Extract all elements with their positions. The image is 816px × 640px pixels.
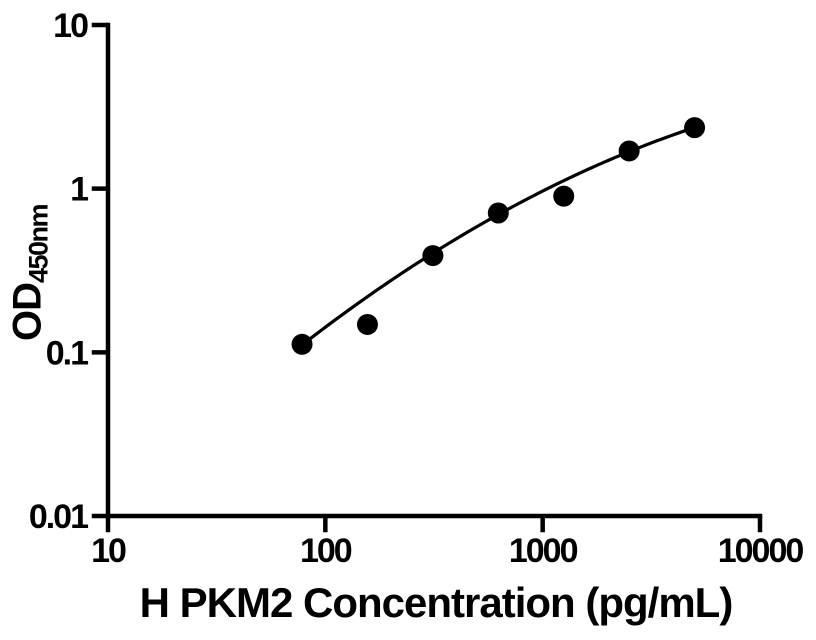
y-axis-title: OD450nm — [5, 205, 54, 342]
x-tick-label: 100 — [300, 532, 352, 570]
data-point-marker — [487, 202, 509, 224]
y-tick-label: 0.01 — [29, 498, 88, 536]
data-point-marker — [356, 313, 378, 335]
fit-curve — [300, 125, 697, 347]
axis-spine — [105, 22, 763, 519]
x-axis-title: H PKM2 Concentration (pg/mL) — [139, 579, 734, 626]
y-tick-label: 1 — [70, 171, 88, 209]
data-point-marker — [553, 185, 575, 207]
x-tick-label: 10 — [91, 532, 126, 570]
x-tick-label: 1000 — [509, 532, 578, 570]
x-tick-label: 10000 — [718, 532, 804, 570]
data-point-marker — [618, 140, 640, 162]
y-tick-label: 10 — [53, 7, 88, 45]
y-axis-title-main: OD — [5, 283, 50, 342]
data-point-marker — [684, 117, 706, 139]
y-tick-label: 0.1 — [46, 334, 88, 372]
data-point-marker — [422, 245, 444, 267]
y-axis-title-subscript: 450nm — [23, 204, 54, 284]
data-point-marker — [291, 333, 313, 355]
